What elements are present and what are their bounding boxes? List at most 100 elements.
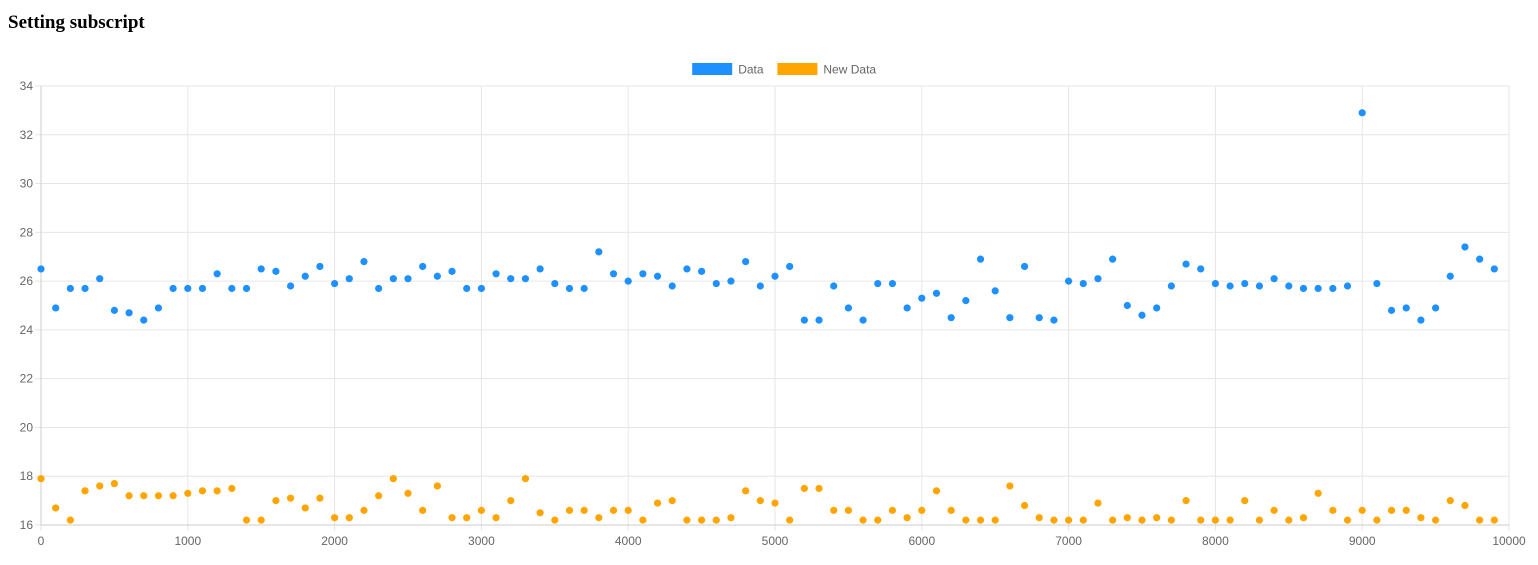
- data-point-new-data[interactable]: [1299, 514, 1308, 522]
- data-point-new-data[interactable]: [595, 514, 603, 522]
- data-point-data[interactable]: [918, 294, 926, 302]
- data-point-new-data[interactable]: [1123, 514, 1131, 522]
- data-point-data[interactable]: [1285, 282, 1293, 290]
- data-point-new-data[interactable]: [1358, 506, 1366, 514]
- data-point-data[interactable]: [345, 275, 353, 283]
- data-point-data[interactable]: [1109, 255, 1117, 263]
- data-point-new-data[interactable]: [1241, 497, 1249, 505]
- data-point-data[interactable]: [551, 279, 559, 288]
- data-point-new-data[interactable]: [653, 499, 662, 507]
- data-point-new-data[interactable]: [1387, 506, 1396, 514]
- data-point-data[interactable]: [110, 306, 118, 314]
- data-point-new-data[interactable]: [976, 516, 985, 524]
- data-point-new-data[interactable]: [316, 494, 324, 502]
- data-point-new-data[interactable]: [786, 516, 794, 524]
- data-point-new-data[interactable]: [81, 487, 89, 495]
- data-point-data[interactable]: [257, 265, 265, 273]
- data-point-new-data[interactable]: [888, 506, 897, 514]
- data-point-data[interactable]: [213, 270, 221, 278]
- data-point-new-data[interactable]: [477, 506, 485, 514]
- data-point-data[interactable]: [580, 284, 588, 293]
- data-point-new-data[interactable]: [301, 504, 309, 512]
- data-point-new-data[interactable]: [463, 514, 471, 522]
- data-point-new-data[interactable]: [1167, 516, 1175, 524]
- data-point-new-data[interactable]: [154, 492, 163, 500]
- data-point-data[interactable]: [712, 279, 720, 288]
- data-point-data[interactable]: [198, 284, 207, 293]
- data-point-data[interactable]: [771, 272, 779, 280]
- data-point-data[interactable]: [727, 277, 735, 285]
- data-point-data[interactable]: [1432, 304, 1440, 312]
- data-point-data[interactable]: [1153, 304, 1161, 312]
- data-point-data[interactable]: [1270, 275, 1278, 283]
- data-point-data[interactable]: [507, 275, 515, 283]
- data-point-data[interactable]: [683, 265, 691, 273]
- data-point-new-data[interactable]: [521, 475, 530, 483]
- data-point-new-data[interactable]: [668, 497, 676, 505]
- data-point-new-data[interactable]: [375, 492, 383, 500]
- data-point-new-data[interactable]: [507, 497, 515, 505]
- data-point-new-data[interactable]: [140, 492, 148, 500]
- data-point-new-data[interactable]: [1417, 514, 1425, 522]
- data-point-data[interactable]: [1387, 306, 1396, 314]
- data-point-new-data[interactable]: [609, 506, 618, 514]
- data-point-data[interactable]: [375, 284, 383, 293]
- data-point-new-data[interactable]: [639, 516, 647, 524]
- data-point-new-data[interactable]: [1402, 506, 1410, 514]
- legend-item-data[interactable]: Data: [692, 63, 764, 77]
- data-point-data[interactable]: [1461, 243, 1469, 251]
- data-point-new-data[interactable]: [37, 475, 45, 483]
- data-point-data[interactable]: [228, 284, 236, 293]
- data-point-data[interactable]: [668, 282, 676, 290]
- data-point-new-data[interactable]: [1153, 514, 1161, 522]
- data-point-new-data[interactable]: [1050, 516, 1058, 524]
- data-point-data[interactable]: [1079, 279, 1087, 288]
- data-point-data[interactable]: [1211, 279, 1219, 288]
- data-point-data[interactable]: [1373, 279, 1381, 288]
- data-point-data[interactable]: [815, 316, 823, 324]
- data-point-new-data[interactable]: [1314, 489, 1322, 497]
- data-point-data[interactable]: [1065, 277, 1073, 285]
- data-point-new-data[interactable]: [184, 489, 192, 497]
- data-point-data[interactable]: [874, 279, 882, 288]
- data-point-new-data[interactable]: [389, 475, 397, 483]
- data-point-new-data[interactable]: [1197, 516, 1205, 524]
- data-point-data[interactable]: [1314, 284, 1322, 293]
- data-point-data[interactable]: [286, 282, 295, 290]
- data-point-data[interactable]: [477, 284, 485, 293]
- data-point-data[interactable]: [830, 282, 838, 290]
- data-point-data[interactable]: [698, 267, 706, 275]
- data-point-new-data[interactable]: [624, 506, 632, 514]
- data-point-data[interactable]: [1006, 314, 1014, 322]
- data-point-new-data[interactable]: [492, 514, 500, 522]
- data-point-data[interactable]: [1138, 311, 1146, 319]
- data-point-data[interactable]: [419, 262, 427, 271]
- data-point-new-data[interactable]: [727, 514, 735, 522]
- data-point-data[interactable]: [1255, 282, 1264, 290]
- data-point-data[interactable]: [1182, 260, 1190, 268]
- data-point-new-data[interactable]: [859, 516, 867, 524]
- data-point-new-data[interactable]: [1432, 516, 1440, 524]
- data-point-new-data[interactable]: [874, 516, 882, 524]
- data-point-new-data[interactable]: [1035, 514, 1043, 522]
- data-point-new-data[interactable]: [110, 479, 118, 488]
- data-point-new-data[interactable]: [272, 497, 280, 505]
- data-point-new-data[interactable]: [712, 516, 720, 524]
- data-point-new-data[interactable]: [1270, 506, 1278, 514]
- data-point-new-data[interactable]: [1138, 516, 1146, 524]
- data-point-data[interactable]: [1050, 316, 1058, 324]
- data-point-data[interactable]: [800, 316, 808, 324]
- data-point-new-data[interactable]: [580, 506, 588, 514]
- data-point-new-data[interactable]: [844, 506, 853, 514]
- data-point-data[interactable]: [81, 284, 89, 293]
- data-point-data[interactable]: [888, 279, 897, 288]
- data-point-new-data[interactable]: [565, 506, 574, 514]
- data-point-data[interactable]: [448, 267, 456, 275]
- data-point-new-data[interactable]: [683, 516, 691, 524]
- data-point-data[interactable]: [1020, 262, 1029, 271]
- data-point-new-data[interactable]: [1476, 516, 1484, 524]
- data-point-data[interactable]: [742, 258, 750, 266]
- data-point-new-data[interactable]: [1020, 501, 1029, 510]
- data-point-data[interactable]: [903, 304, 911, 312]
- data-point-new-data[interactable]: [1182, 497, 1190, 505]
